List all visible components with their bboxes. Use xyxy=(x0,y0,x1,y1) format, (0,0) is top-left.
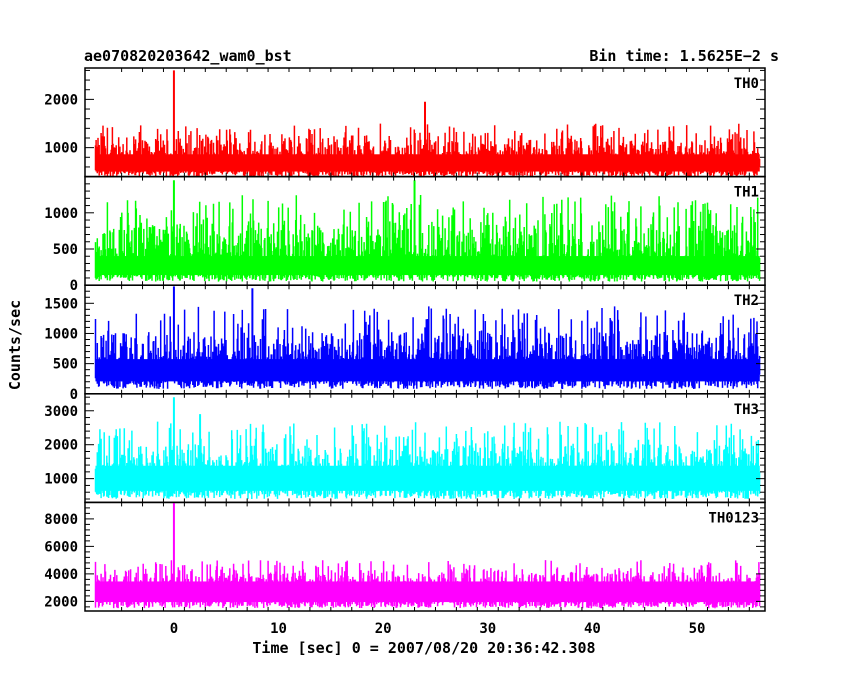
y-axis-label: Counts/sec xyxy=(6,300,24,390)
series-core-th2 xyxy=(95,359,760,382)
y-tick-label: 6000 xyxy=(44,539,78,555)
panel-label-th3: TH3 xyxy=(734,402,759,418)
panel-label-th2: TH2 xyxy=(734,293,759,309)
panel-label-th0123: TH0123 xyxy=(708,510,759,526)
x-tick-label: 50 xyxy=(689,621,706,637)
series-core-th1 xyxy=(95,256,760,276)
y-tick-label: 4000 xyxy=(44,567,78,583)
series-core-th0 xyxy=(95,154,760,172)
y-tick-label: 2000 xyxy=(44,92,78,108)
y-tick-label: 500 xyxy=(53,357,78,373)
panel-label-th0: TH0 xyxy=(734,76,759,92)
y-tick-label: 0 xyxy=(70,387,78,403)
bin-time-label: Bin time: 1.5625E−2 s xyxy=(589,47,779,65)
y-tick-label: 2000 xyxy=(44,438,78,454)
y-tick-label: 1000 xyxy=(44,326,78,342)
x-tick-label: 20 xyxy=(375,621,392,637)
x-tick-label: 30 xyxy=(479,621,496,637)
panel-label-th1: TH1 xyxy=(734,185,759,201)
y-tick-label: 1000 xyxy=(44,206,78,222)
x-tick-label: 10 xyxy=(270,621,287,637)
y-tick-label: 1000 xyxy=(44,141,78,157)
x-tick-label: 0 xyxy=(170,621,178,637)
x-axis-label: Time [sec] 0 = 2007/08/20 20:36:42.308 xyxy=(252,639,595,657)
y-tick-label: 2000 xyxy=(44,594,78,610)
y-tick-label: 0 xyxy=(70,278,78,294)
chart-title: ae070820203642_wam0_bst xyxy=(84,47,292,65)
y-tick-label: 1500 xyxy=(44,296,78,312)
y-tick-label: 500 xyxy=(53,242,78,258)
panel-frame-th0123 xyxy=(84,501,766,612)
y-tick-label: 8000 xyxy=(44,512,78,528)
series-core-th3 xyxy=(95,465,760,491)
y-tick-label: 1000 xyxy=(44,472,78,488)
x-tick-label: 40 xyxy=(584,621,601,637)
y-tick-label: 3000 xyxy=(44,404,78,420)
series-core-th0123 xyxy=(95,581,760,603)
